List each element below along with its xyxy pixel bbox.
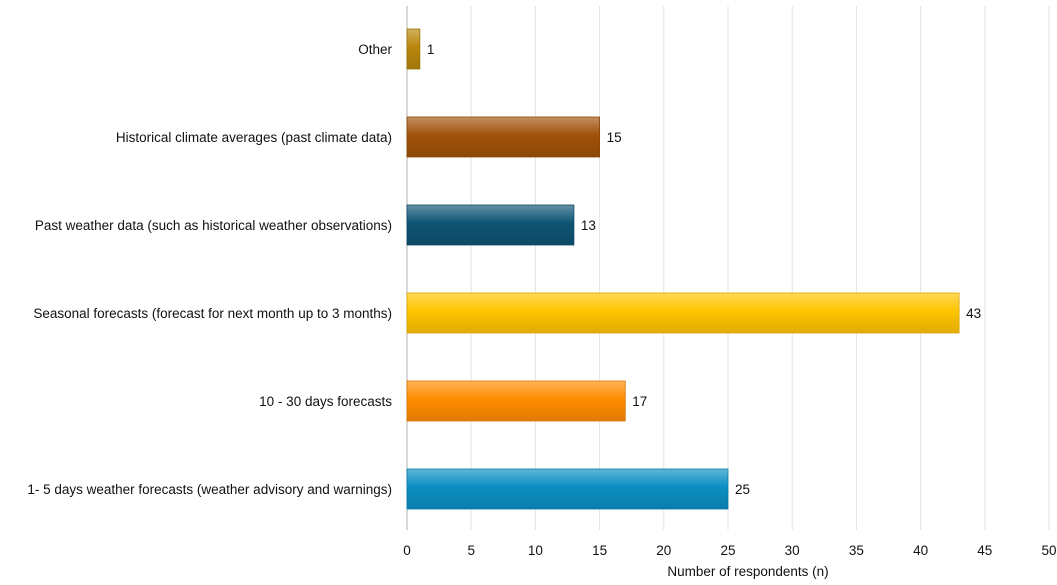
x-tick-label: 15: [592, 543, 607, 558]
x-tick-label: 35: [849, 543, 864, 558]
x-tick-label: 30: [785, 543, 800, 558]
x-tick-label: 45: [977, 543, 992, 558]
x-axis-title: Number of respondents (n): [667, 564, 828, 579]
data-label: 43: [966, 306, 981, 321]
data-label: 1: [427, 42, 435, 57]
data-label: 15: [607, 130, 622, 145]
category-labels: Other Historical climate averages (past c…: [27, 42, 392, 497]
category-label: Past weather data (such as historical we…: [35, 218, 392, 233]
bar: [406, 468, 729, 510]
data-label: 17: [632, 394, 647, 409]
data-label: 13: [581, 218, 596, 233]
x-tick-label: 20: [656, 543, 671, 558]
bar: [406, 204, 575, 246]
x-tick-label: 25: [720, 543, 735, 558]
x-tick-label: 10: [528, 543, 543, 558]
category-label: Other: [358, 42, 392, 57]
x-tick-label: 40: [913, 543, 928, 558]
data-label: 25: [735, 482, 750, 497]
gridlines: [406, 6, 1050, 530]
bars: [406, 28, 960, 510]
x-tick-label: 0: [403, 543, 411, 558]
category-label: 10 - 30 days forecasts: [259, 394, 392, 409]
data-labels: 1 15 13 43 17 25: [427, 42, 981, 497]
category-label: Historical climate averages (past climat…: [116, 130, 392, 145]
bar: [406, 292, 960, 334]
x-axis-ticks: 0 5 10 15 20 25 30 35 40 45 50: [403, 543, 1056, 558]
bar: [406, 380, 626, 422]
category-label: 1- 5 days weather forecasts (weather adv…: [27, 482, 392, 497]
x-tick-label: 5: [467, 543, 475, 558]
bar: [406, 28, 421, 70]
category-label: Seasonal forecasts (forecast for next mo…: [33, 306, 392, 321]
bar: [406, 116, 601, 158]
x-tick-label: 50: [1041, 543, 1056, 558]
